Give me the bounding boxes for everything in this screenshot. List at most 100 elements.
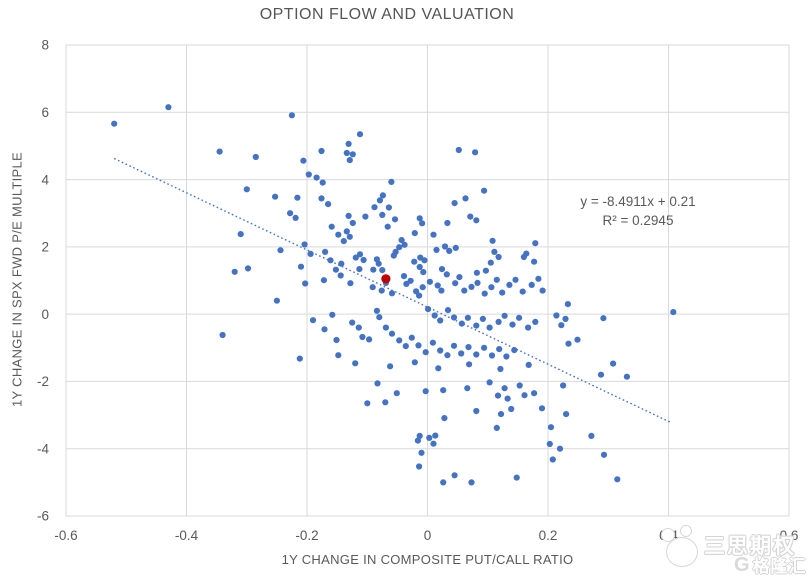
data-point (413, 288, 420, 295)
data-point (434, 282, 441, 289)
data-point (422, 349, 429, 356)
data-point (523, 250, 530, 257)
data-point (396, 337, 403, 344)
data-point (455, 146, 462, 154)
data-point (320, 277, 327, 284)
chart-title: OPTION FLOW AND VALUATION (259, 6, 515, 23)
data-point (597, 371, 605, 378)
data-point (486, 324, 493, 331)
data-point (332, 266, 339, 273)
data-point (473, 269, 480, 276)
data-point (444, 219, 451, 227)
y-tick-label: -6 (37, 509, 49, 524)
data-point (438, 266, 446, 273)
y-tick-label: 8 (41, 38, 49, 53)
data-point (376, 314, 383, 321)
data-point (307, 250, 314, 257)
data-point (600, 451, 608, 458)
data-point (340, 238, 347, 245)
data-point (508, 405, 515, 413)
data-point (294, 194, 301, 201)
data-point (321, 326, 328, 333)
data-point (444, 352, 451, 359)
data-point (556, 445, 564, 452)
data-point (369, 284, 376, 291)
data-point (297, 263, 305, 270)
y-tick-label: -4 (37, 441, 49, 456)
data-point (419, 284, 426, 291)
data-point (466, 361, 473, 368)
x-tick-label: 0.4 (659, 528, 678, 543)
data-point (252, 153, 259, 161)
data-point (588, 432, 595, 439)
data-point (313, 174, 320, 181)
data-point (458, 320, 465, 327)
data-point (443, 271, 450, 278)
data-point (375, 260, 382, 267)
data-point (416, 432, 423, 439)
data-point (614, 476, 621, 483)
data-point (464, 314, 471, 321)
data-point (440, 387, 447, 394)
data-point (531, 258, 538, 265)
data-point (300, 157, 307, 164)
data-point (486, 379, 493, 386)
data-point (491, 248, 498, 255)
data-point (373, 307, 380, 314)
data-point (431, 312, 438, 319)
data-point (493, 276, 500, 283)
trendline-equation: y = -8.4911x + 0.21 (580, 194, 696, 209)
data-point (516, 314, 523, 321)
data-point (301, 241, 308, 248)
data-point (429, 339, 436, 346)
data-point (473, 351, 480, 358)
data-point (504, 395, 511, 402)
data-point (355, 324, 362, 331)
data-point (489, 237, 496, 244)
data-point (364, 400, 371, 407)
data-point (481, 187, 488, 194)
data-point (216, 148, 223, 155)
data-point (458, 350, 465, 357)
data-point (411, 258, 418, 265)
data-point (610, 360, 617, 367)
data-point (349, 319, 356, 326)
data-point (456, 274, 463, 281)
data-point (385, 204, 392, 211)
data-point (422, 388, 429, 395)
data-point (349, 219, 356, 227)
data-point (366, 336, 373, 343)
data-point (414, 437, 421, 444)
data-point (359, 333, 366, 341)
data-point (467, 213, 474, 220)
data-point (333, 336, 340, 344)
data-point (219, 331, 226, 339)
data-point (513, 474, 520, 481)
data-point (396, 244, 403, 251)
y-tick-label: 0 (41, 307, 49, 322)
data-point (356, 266, 363, 273)
data-point (565, 340, 572, 347)
data-point (482, 267, 489, 274)
data-point (450, 342, 458, 349)
data-point (472, 149, 479, 156)
x-tick-labels: -0.6 -0.4 -0.2 0 0.2 0.4 0.6 (54, 528, 798, 543)
data-point (393, 390, 400, 397)
data-point (415, 342, 422, 349)
data-point (346, 233, 353, 240)
y-tick-label: 4 (41, 172, 49, 187)
data-point (356, 131, 364, 138)
data-point (325, 201, 332, 208)
data-point (499, 289, 506, 296)
data-point (462, 195, 469, 202)
data-point (496, 346, 503, 353)
data-point (495, 318, 502, 325)
data-point (452, 244, 459, 251)
data-point (416, 292, 423, 299)
data-point (441, 415, 448, 422)
data-point (402, 343, 409, 350)
trendline-annotation: y = -8.4911x + 0.21 R² = 0.2945 (543, 192, 733, 230)
data-point (444, 307, 452, 314)
data-point (538, 405, 546, 412)
